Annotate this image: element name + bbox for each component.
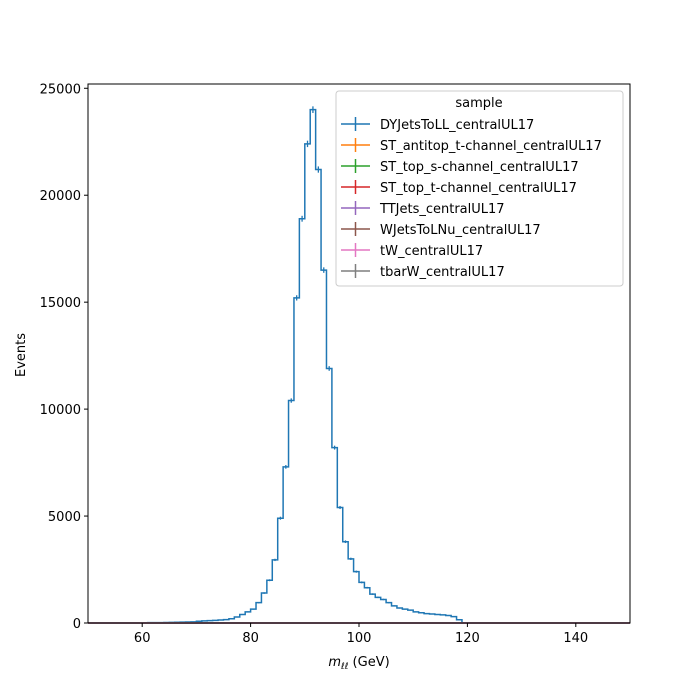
legend-label: tbarW_centralUL17: [380, 265, 505, 280]
legend: sample DYJetsToLL_centralUL17 ST_antitop_…: [335, 90, 624, 287]
x-tick-label: 140: [563, 631, 588, 646]
y-axis: 0 5000 10000 15000 20000 25000: [40, 82, 88, 632]
x-axis-label-subscript: ℓℓ: [340, 662, 348, 672]
x-tick-label: 80: [242, 631, 259, 646]
x-axis: 60 80 100 120 140: [134, 623, 588, 646]
legend-title: sample: [455, 96, 502, 111]
legend-label: ST_top_s-channel_centralUL17: [380, 160, 579, 175]
x-tick-label: 100: [347, 631, 372, 646]
x-axis-label-var: m: [328, 655, 341, 670]
legend-label: tW_centralUL17: [380, 244, 483, 259]
x-axis-label-unit: (GeV): [348, 655, 389, 670]
x-tick-label: 120: [455, 631, 480, 646]
y-tick-label: 5000: [48, 510, 81, 525]
y-tick-label: 15000: [40, 296, 81, 311]
legend-box: [335, 90, 624, 287]
y-tick-label: 20000: [40, 189, 81, 204]
legend-entries: DYJetsToLL_centralUL17 ST_antitop_t-chann…: [341, 117, 602, 280]
x-axis-label: mℓℓ (GeV): [328, 655, 389, 672]
y-tick-label: 25000: [40, 82, 81, 97]
y-tick-label: 10000: [40, 403, 81, 418]
legend-label: TTJets_centralUL17: [379, 202, 505, 217]
legend-label: ST_antitop_t-channel_centralUL17: [380, 139, 602, 154]
legend-label: WJetsToLNu_centralUL17: [380, 223, 541, 238]
y-axis-label: Events: [14, 333, 29, 377]
y-tick-label: 0: [73, 617, 81, 632]
legend-label: DYJetsToLL_centralUL17: [380, 118, 534, 133]
legend-label: ST_top_t-channel_centralUL17: [380, 181, 577, 196]
x-tick-label: 60: [134, 631, 151, 646]
